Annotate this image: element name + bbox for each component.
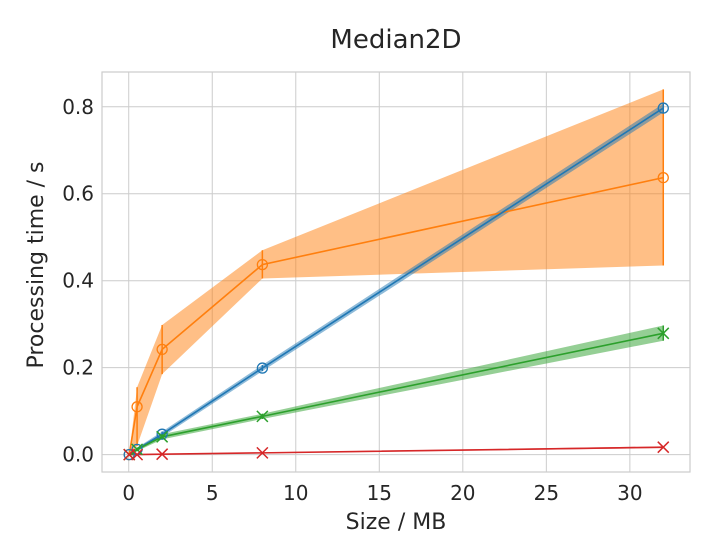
series-markers bbox=[123, 102, 670, 461]
x-tick-label: 30 bbox=[617, 481, 642, 505]
x-tick-label: 20 bbox=[450, 481, 475, 505]
series-0-point bbox=[657, 172, 669, 184]
x-tick-label: 25 bbox=[534, 481, 559, 505]
series-0-line bbox=[128, 176, 664, 455]
series-2-point bbox=[156, 430, 169, 443]
y-tick-label: 0.8 bbox=[62, 95, 94, 119]
x-tick-label: 10 bbox=[283, 481, 308, 505]
series-0-point bbox=[156, 343, 168, 356]
plot-frame bbox=[101, 71, 691, 473]
series-3-point bbox=[156, 448, 169, 461]
series-1-point bbox=[156, 428, 168, 440]
series-3-point bbox=[256, 446, 269, 459]
series-0-point bbox=[256, 258, 269, 271]
y-tick-label: 0.2 bbox=[62, 356, 94, 380]
series-2-point bbox=[657, 327, 670, 340]
x-tick-label: 15 bbox=[367, 481, 392, 505]
series-1-point bbox=[123, 448, 135, 461]
y-tick-label: 0.0 bbox=[62, 443, 94, 467]
y-axis-label: Processing time / s bbox=[24, 161, 49, 368]
series-0-point bbox=[131, 401, 143, 413]
x-tick-label: 5 bbox=[206, 481, 219, 505]
series-2-point bbox=[256, 410, 269, 423]
series-1-line bbox=[128, 107, 664, 456]
series-0-band bbox=[129, 89, 664, 455]
error-bands bbox=[129, 89, 664, 455]
tick-labels: 0 5 10 15 20 25 30 0.0 0.2 0.4 0.6 0.8 bbox=[62, 95, 642, 505]
x-axis-label: Size / MB bbox=[346, 510, 447, 535]
series-3-point bbox=[131, 448, 144, 461]
x-tick-label: 0 bbox=[122, 481, 135, 505]
y-tick-label: 0.6 bbox=[62, 182, 94, 206]
series-2-point bbox=[131, 443, 144, 456]
series-1-point bbox=[256, 362, 269, 374]
series-3-line bbox=[129, 446, 664, 456]
chart-title: Median2D bbox=[330, 25, 461, 55]
y-tick-label: 0.4 bbox=[62, 269, 94, 293]
series-3-point bbox=[657, 441, 670, 454]
series-1-band bbox=[129, 103, 664, 455]
series-1-point bbox=[657, 102, 669, 114]
series-2-band bbox=[129, 325, 664, 455]
